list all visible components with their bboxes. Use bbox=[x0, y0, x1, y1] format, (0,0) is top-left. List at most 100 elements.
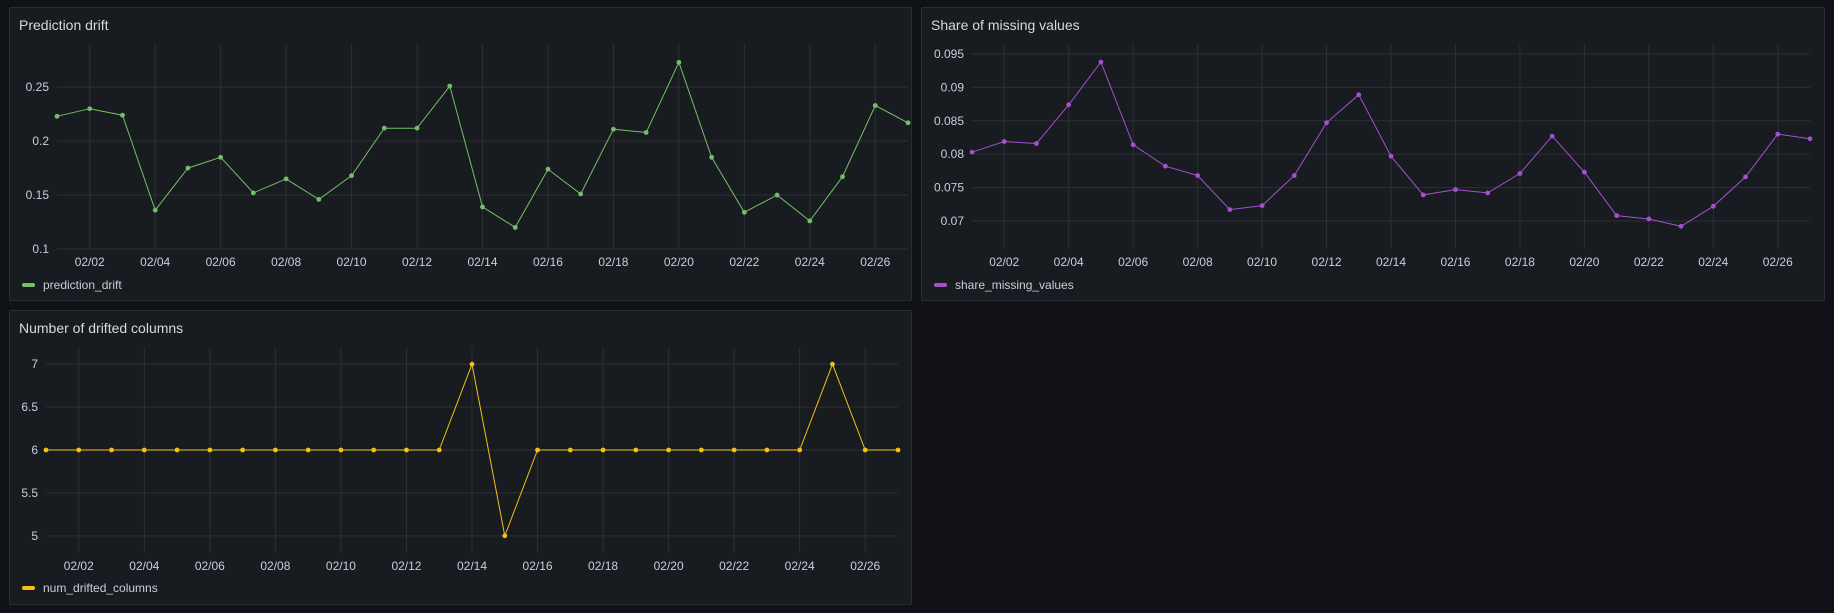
data-point[interactable] bbox=[1743, 174, 1748, 180]
data-point[interactable] bbox=[305, 447, 311, 453]
data-point[interactable] bbox=[1549, 133, 1555, 139]
data-point[interactable] bbox=[1162, 163, 1168, 169]
panel-title[interactable]: Prediction drift bbox=[19, 17, 109, 33]
data-point[interactable] bbox=[1807, 136, 1813, 142]
data-point[interactable] bbox=[1259, 203, 1265, 208]
x-tick-label: 02/18 bbox=[588, 559, 618, 573]
data-point[interactable] bbox=[567, 447, 573, 453]
data-point[interactable] bbox=[1453, 187, 1458, 192]
data-point[interactable] bbox=[218, 154, 224, 160]
data-point[interactable] bbox=[1614, 213, 1620, 219]
data-point[interactable] bbox=[731, 447, 737, 453]
data-point[interactable] bbox=[240, 447, 246, 453]
data-point[interactable] bbox=[1581, 169, 1587, 175]
data-point[interactable] bbox=[969, 149, 975, 155]
x-tick-label: 02/22 bbox=[729, 255, 759, 269]
y-tick-label: 0.25 bbox=[26, 80, 50, 94]
data-point[interactable] bbox=[1130, 142, 1136, 148]
data-point[interactable] bbox=[447, 83, 453, 89]
data-point[interactable] bbox=[764, 447, 770, 453]
data-point[interactable] bbox=[535, 447, 540, 453]
data-point[interactable] bbox=[1356, 92, 1362, 98]
data-point[interactable] bbox=[338, 447, 344, 453]
data-point[interactable] bbox=[797, 447, 803, 453]
data-point[interactable] bbox=[643, 130, 649, 135]
x-tick-label: 02/10 bbox=[326, 559, 356, 573]
data-point[interactable] bbox=[1485, 190, 1491, 196]
data-point[interactable] bbox=[774, 192, 780, 198]
data-point[interactable] bbox=[404, 447, 409, 453]
panel-share-missing-values[interactable]: Share of missing values 0.07 0.075 0.08 0.0… bbox=[921, 7, 1825, 301]
data-point[interactable] bbox=[1324, 120, 1329, 126]
data-point[interactable] bbox=[414, 125, 420, 131]
data-point[interactable] bbox=[87, 106, 93, 112]
y-tick-label: 0.15 bbox=[26, 188, 50, 202]
panel-title[interactable]: Share of missing values bbox=[931, 17, 1080, 33]
data-point[interactable] bbox=[1646, 216, 1652, 222]
data-point[interactable] bbox=[578, 191, 584, 197]
data-point[interactable] bbox=[840, 174, 845, 180]
data-point[interactable] bbox=[1195, 173, 1201, 178]
legend-swatch bbox=[22, 586, 35, 590]
data-point[interactable] bbox=[512, 225, 518, 230]
data-point[interactable] bbox=[709, 154, 715, 160]
data-point[interactable] bbox=[43, 447, 49, 453]
data-point[interactable] bbox=[830, 361, 835, 367]
panel-num-drifted-columns[interactable]: Number of drifted columns 5 5.5 6 6.5 7 02/02… bbox=[9, 310, 912, 605]
data-point[interactable] bbox=[1098, 59, 1104, 65]
data-point[interactable] bbox=[1001, 139, 1007, 144]
data-point[interactable] bbox=[1291, 173, 1297, 178]
chart-prediction-drift: 0.1 0.15 0.2 0.25 02/02 02/04 02/06 02/08 02/10 0… bbox=[26, 44, 911, 269]
data-point[interactable] bbox=[633, 447, 639, 453]
data-point[interactable] bbox=[120, 112, 125, 118]
data-point[interactable] bbox=[807, 218, 813, 224]
data-point[interactable] bbox=[76, 447, 82, 453]
data-point[interactable] bbox=[283, 176, 289, 182]
data-point[interactable] bbox=[600, 447, 606, 453]
y-tick-label: 0.08 bbox=[941, 147, 965, 161]
data-point[interactable] bbox=[185, 165, 191, 171]
data-point[interactable] bbox=[469, 361, 475, 367]
data-point[interactable] bbox=[272, 447, 278, 453]
data-point[interactable] bbox=[666, 447, 672, 453]
data-point[interactable] bbox=[741, 209, 747, 215]
data-point[interactable] bbox=[349, 173, 354, 179]
data-point[interactable] bbox=[436, 447, 442, 453]
data-point[interactable] bbox=[109, 447, 114, 453]
data-point[interactable] bbox=[1420, 192, 1426, 198]
data-point[interactable] bbox=[1517, 171, 1523, 176]
legend-item-prediction-drift[interactable]: prediction_drift bbox=[22, 278, 122, 292]
data-point[interactable] bbox=[1034, 141, 1039, 146]
x-tick-label: 02/08 bbox=[1183, 255, 1213, 269]
panel-prediction-drift[interactable]: Prediction drift 0.1 0.15 0.2 0.25 02/02 02/0… bbox=[9, 7, 912, 301]
data-point[interactable] bbox=[1678, 223, 1684, 229]
data-point[interactable] bbox=[676, 59, 682, 65]
data-point[interactable] bbox=[381, 125, 387, 131]
data-point[interactable] bbox=[545, 166, 551, 172]
data-point[interactable] bbox=[1775, 131, 1781, 137]
data-point[interactable] bbox=[480, 204, 485, 210]
data-point[interactable] bbox=[905, 120, 911, 126]
data-point[interactable] bbox=[1066, 102, 1072, 108]
data-point[interactable] bbox=[895, 447, 901, 453]
data-point[interactable] bbox=[141, 447, 147, 453]
legend-item-num-drifted-columns[interactable]: num_drifted_columns bbox=[22, 581, 158, 595]
data-point[interactable] bbox=[1388, 153, 1394, 159]
data-point[interactable] bbox=[1710, 203, 1716, 209]
data-point[interactable] bbox=[54, 113, 60, 119]
legend-item-share-missing-values[interactable]: share_missing_values bbox=[934, 278, 1074, 292]
x-tick-label: 02/04 bbox=[129, 559, 159, 573]
data-point[interactable] bbox=[316, 196, 322, 202]
data-point[interactable] bbox=[207, 447, 213, 453]
data-point[interactable] bbox=[862, 447, 868, 453]
data-point[interactable] bbox=[174, 447, 180, 453]
data-point[interactable] bbox=[611, 126, 616, 132]
panel-title[interactable]: Number of drifted columns bbox=[19, 320, 184, 336]
data-point[interactable] bbox=[872, 103, 878, 108]
data-point[interactable] bbox=[1227, 207, 1233, 213]
data-point[interactable] bbox=[152, 207, 158, 213]
data-point[interactable] bbox=[250, 190, 256, 196]
data-point[interactable] bbox=[502, 533, 508, 539]
data-point[interactable] bbox=[698, 447, 704, 453]
data-point[interactable] bbox=[371, 447, 377, 453]
